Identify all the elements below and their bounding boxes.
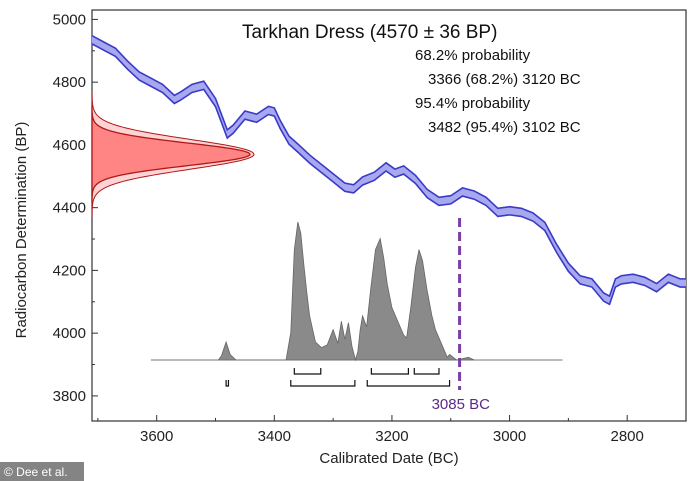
credit-badge-bg [0, 462, 84, 481]
y-axis: 3800 4000 4200 4400 4600 4800 5000 [53, 11, 98, 405]
measurement-distribution [91, 91, 255, 218]
range-95-bracket [290, 380, 356, 387]
x-tick-label: 3600 [140, 428, 173, 445]
probability-line-3: 95.4% probability [415, 95, 531, 112]
y-tick-label: 4600 [53, 137, 86, 154]
calibration-curve-upper [91, 35, 686, 298]
probability-line-1: 68.2% probability [415, 47, 531, 64]
x-tick-label: 3000 [493, 428, 526, 445]
range-95-bracket [225, 380, 230, 387]
calibration-curve-band [92, 35, 686, 305]
calibration-curve [91, 35, 686, 306]
probability-ranges [225, 368, 451, 387]
probability-line-4: 3482 (95.4%) 3102 BC [428, 119, 581, 136]
posterior-area [217, 221, 475, 362]
y-tick-label: 4000 [53, 325, 86, 342]
range-68-bracket [370, 368, 410, 375]
y-tick-label: 5000 [53, 11, 86, 28]
marker-label: 3085 BC [432, 396, 491, 413]
y-axis-label: Radiocarbon Determination (BP) [13, 122, 30, 339]
measurement-distribution-curve [91, 106, 251, 203]
y-tick-label: 3800 [53, 388, 86, 405]
calibrated-distribution [150, 221, 563, 362]
range-68-bracket [293, 368, 322, 375]
range-68-bracket [413, 368, 440, 375]
credit-label: © Dee et al. [4, 465, 68, 479]
y-tick-label: 4200 [53, 262, 86, 279]
y-tick-label: 4800 [53, 74, 86, 91]
chart-title: Tarkhan Dress (4570 ± 36 BP) [242, 22, 497, 43]
calibration-curve-lower [91, 43, 686, 306]
y-tick-label: 4400 [53, 200, 86, 217]
probability-line-2: 3366 (68.2%) 3120 BC [428, 71, 581, 88]
x-axis: 3600 3400 3200 3000 2800 [97, 415, 687, 445]
x-axis-label: Calibrated Date (BC) [319, 450, 458, 467]
x-tick-label: 3400 [258, 428, 291, 445]
x-tick-label: 3200 [375, 428, 408, 445]
range-95-bracket [366, 380, 451, 387]
x-tick-label: 2800 [611, 428, 644, 445]
date-marker: 3085 BC [432, 218, 491, 413]
